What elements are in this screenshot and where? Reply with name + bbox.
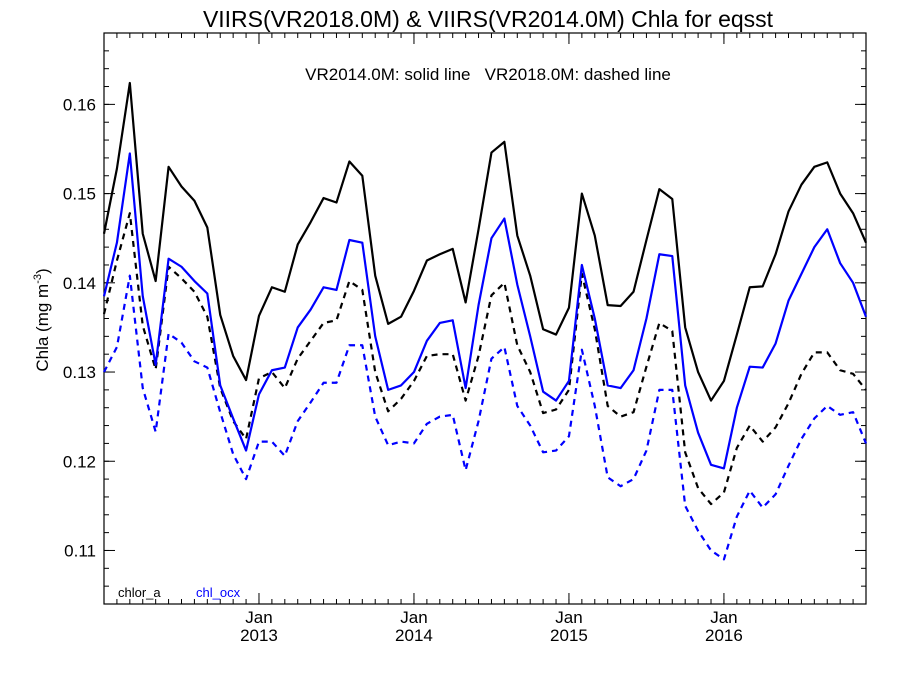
x-tick-label-month: Jan <box>245 608 272 627</box>
series-layer <box>102 81 868 561</box>
legend-entry: chl_ocx <box>196 585 241 600</box>
plot-border <box>103 32 867 605</box>
series-line-blue-dashed <box>103 274 868 561</box>
x-tick-label-year: 2013 <box>240 626 278 645</box>
y-tick-label: 0.15 <box>63 185 96 204</box>
y-label-main: Chla (mg m <box>33 284 52 372</box>
legend: chlor_a chl_ocx <box>118 585 241 600</box>
y-label-close: ) <box>33 268 52 274</box>
y-axis: 0.11 0.12 0.13 0.14 0.15 0.16 <box>63 32 866 605</box>
series-line-black-dashed <box>102 212 867 506</box>
plot-frame <box>103 32 867 605</box>
y-tick-label: 0.16 <box>63 95 96 114</box>
y-tick-label: 0.14 <box>63 274 96 293</box>
x-tick-label-month: Jan <box>400 608 427 627</box>
x-tick-label-year: 2015 <box>550 626 588 645</box>
legend-entry: chlor_a <box>118 585 161 600</box>
series-line-black-solid <box>102 81 868 402</box>
line-style-annotation: VR2014.0M: solid line VR2018.0M: dashed … <box>305 65 671 84</box>
chart-title: VIIRS(VR2018.0M) & VIIRS(VR2014.0M) Chla… <box>203 6 774 32</box>
x-tick-label-year: 2014 <box>395 626 433 645</box>
y-tick-label: 0.11 <box>64 541 96 560</box>
y-tick-label: 0.12 <box>63 452 96 471</box>
y-tick-label: 0.13 <box>63 363 96 382</box>
x-tick-label-month: Jan <box>710 608 737 627</box>
y-label-exponent: -3 <box>32 274 44 284</box>
y-axis-label: Chla (mg m-3) <box>32 268 52 371</box>
x-tick-label-month: Jan <box>555 608 582 627</box>
x-tick-label-year: 2016 <box>705 626 743 645</box>
series-line-blue-solid <box>102 152 868 470</box>
